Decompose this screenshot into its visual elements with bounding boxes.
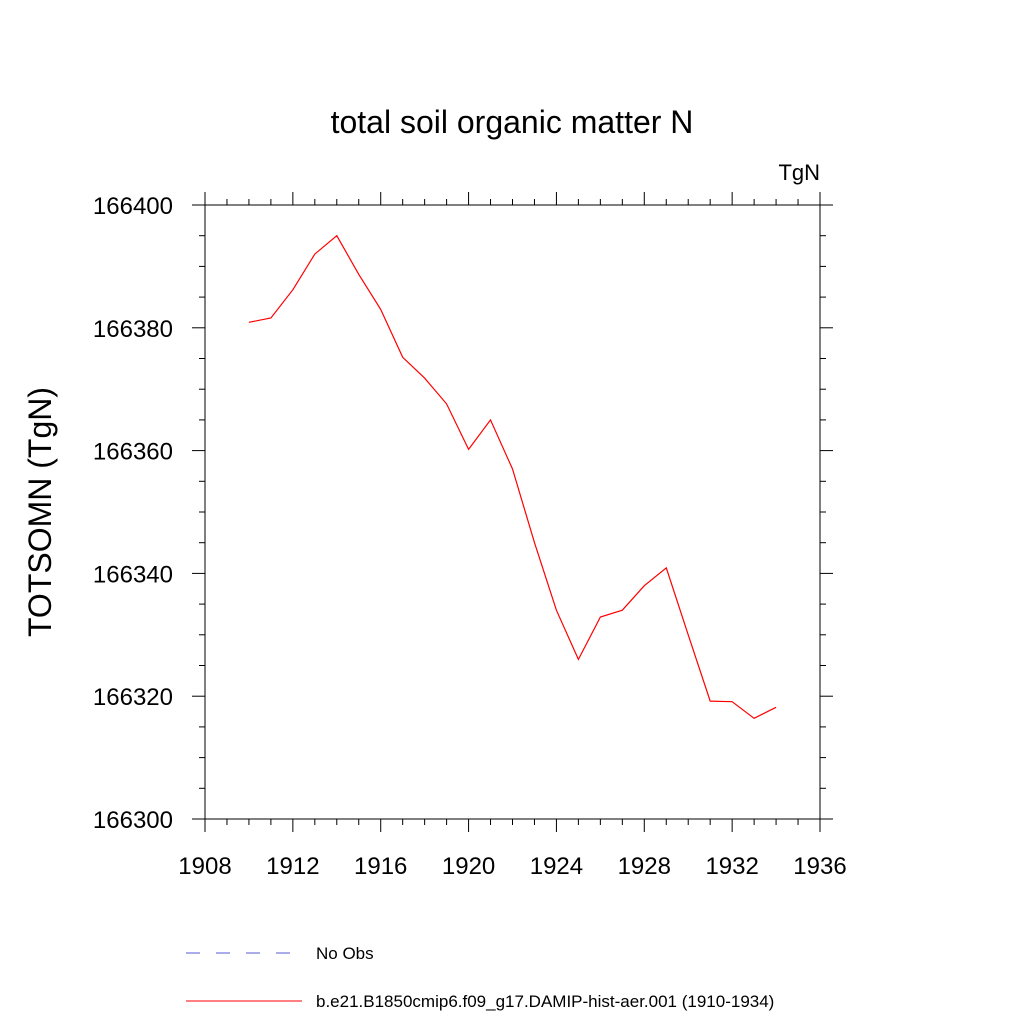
- x-tick-label: 1936: [793, 853, 846, 880]
- legend-label: No Obs: [316, 944, 374, 963]
- series-line-1: [248, 234, 777, 720]
- x-tick-label: 1928: [618, 853, 671, 880]
- x-tick-label: 1908: [178, 853, 231, 880]
- y-tick-label: 166320: [93, 684, 173, 711]
- y-tick-label: 166400: [93, 193, 173, 220]
- x-tick-label: 1912: [266, 853, 319, 880]
- axis-ticks: [192, 192, 833, 832]
- x-tick-label: 1920: [442, 853, 495, 880]
- y-axis-label: TOTSOMN (TgN): [22, 387, 58, 637]
- y-tick-label: 166380: [93, 316, 173, 343]
- chart-title: total soil organic matter N: [331, 104, 694, 140]
- series-lines: [248, 234, 777, 720]
- x-tick-label: 1916: [354, 853, 407, 880]
- x-tick-label: 1924: [530, 853, 583, 880]
- y-tick-label: 166300: [93, 807, 173, 834]
- plot-frame: [204, 204, 821, 820]
- units-label: TgN: [778, 160, 820, 185]
- legend-label: b.e21.B1850cmip6.f09_g17.DAMIP-hist-aer.…: [316, 992, 774, 1011]
- y-tick-label: 166340: [93, 561, 173, 588]
- legend: No Obs b.e21.B1850cmip6.f09_g17.DAMIP-his…: [186, 944, 774, 1011]
- axis-tick-labels: 1908 1912 1916 1920 1924 1928 1932 1936 166300 16…: [93, 193, 847, 880]
- x-tick-label: 1932: [705, 853, 758, 880]
- y-tick-label: 166360: [93, 439, 173, 466]
